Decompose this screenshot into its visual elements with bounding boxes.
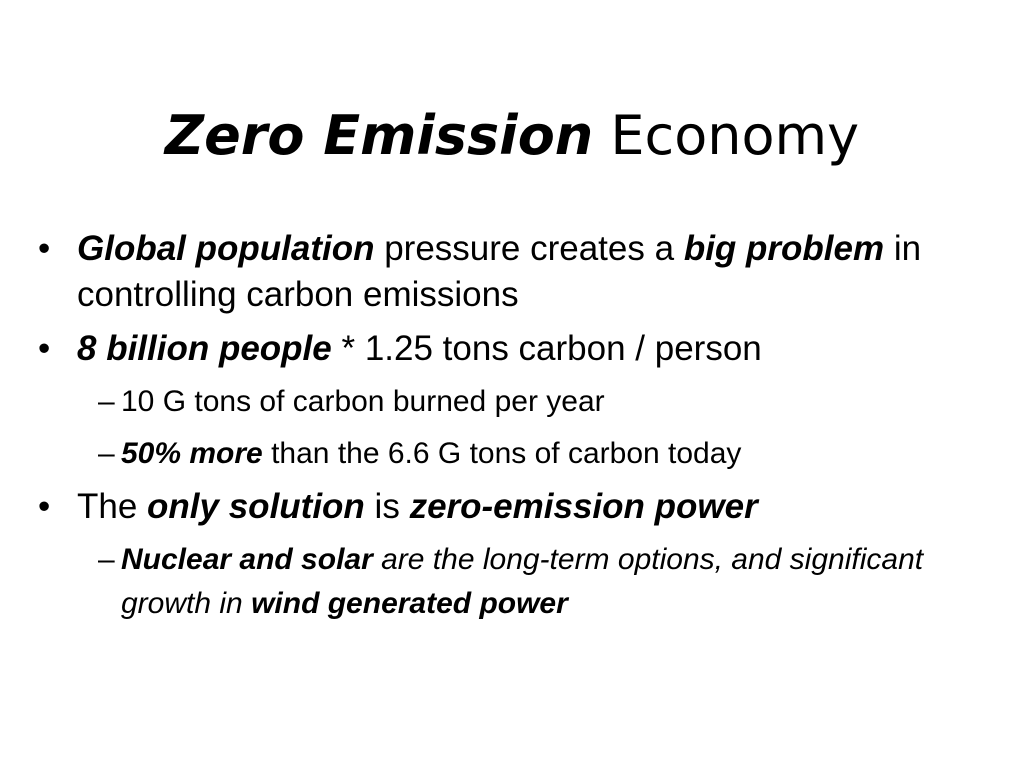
emphasis: Nuclear and solar <box>121 543 373 576</box>
emphasis: Global population <box>77 229 375 268</box>
text: * 1.25 tons carbon / person <box>341 329 762 368</box>
bullet: Global population pressure creates a big… <box>30 226 990 318</box>
text: is <box>374 487 400 526</box>
emphasis: 50% more <box>121 437 263 470</box>
bullet: 8 billion people * 1.25 tons carbon / pe… <box>30 326 990 476</box>
sub-bullet: Nuclear and solar are the long-term opti… <box>30 538 990 626</box>
emphasis: zero-emission power <box>409 487 758 526</box>
emphasis: only solution <box>147 487 365 526</box>
sub-bullet: 10 G tons of carbon burned per year <box>30 380 990 424</box>
title-emphasis: Zero Emission <box>164 104 594 167</box>
sub-list: 10 G tons of carbon burned per year 50% … <box>30 380 990 476</box>
sub-list: Nuclear and solar are the long-term opti… <box>30 538 990 626</box>
title-text: Economy <box>610 104 860 167</box>
emphasis: 8 billion people <box>77 329 332 368</box>
text: 10 G tons of carbon burned per year <box>121 385 605 418</box>
text: than the 6.6 G tons of carbon today <box>271 437 742 470</box>
bullet-list: Global population pressure creates a big… <box>30 226 990 634</box>
sub-bullet: 50% more than the 6.6 G tons of carbon t… <box>30 432 990 476</box>
text: in controlling carbon emissions <box>77 229 922 314</box>
emphasis: wind generated power <box>251 587 568 620</box>
bullet: The only solution is zero-emission power… <box>30 484 990 626</box>
emphasis: big problem <box>683 229 885 268</box>
slide-title: Zero Emission Economy <box>0 96 1024 176</box>
text: pressure creates a <box>384 229 675 268</box>
text: The <box>77 487 138 526</box>
italic-text: are the long-term options, and significa… <box>121 543 924 620</box>
